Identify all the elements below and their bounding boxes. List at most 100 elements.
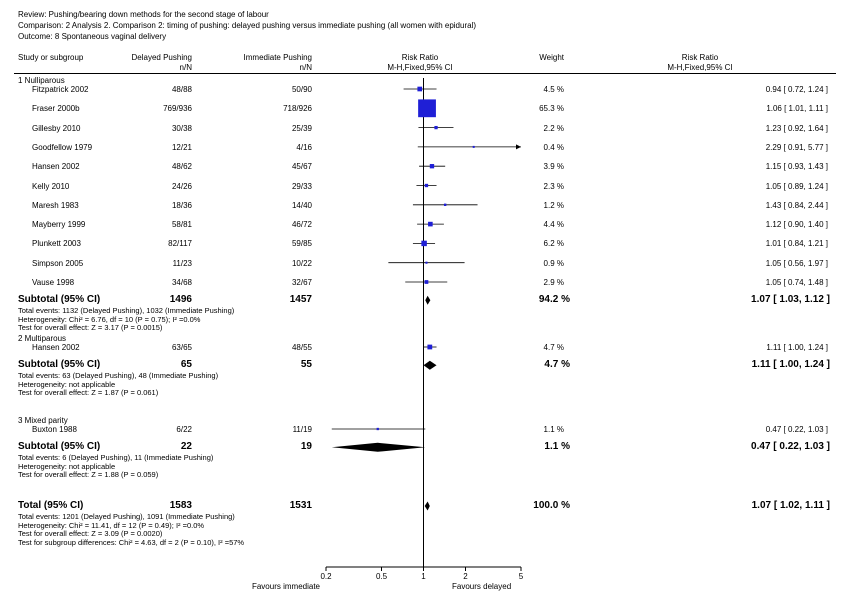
summary-diamond bbox=[331, 442, 426, 452]
summary-label: Subtotal (95% CI) bbox=[18, 359, 101, 371]
study-weight: 65.3 % bbox=[539, 104, 564, 114]
study-g2: 50/90 bbox=[291, 85, 312, 94]
study-ci: 1.12 [ 0.90, 1.40 ] bbox=[765, 220, 828, 230]
x-tick-label: 1 bbox=[421, 572, 426, 581]
study-ci: 1.05 [ 0.74, 1.48 ] bbox=[765, 278, 828, 287]
col-g1-sub: n/N bbox=[179, 63, 192, 72]
study-g2: 46/72 bbox=[291, 220, 312, 230]
summary-n1: 22 bbox=[180, 441, 192, 453]
summary-diamond bbox=[423, 360, 437, 370]
study-ci: 1.11 [ 1.00, 1.24 ] bbox=[766, 343, 828, 352]
study-ci: 1.43 [ 0.84, 2.44 ] bbox=[765, 200, 828, 210]
summary-n2: 19 bbox=[300, 441, 312, 453]
weight-square bbox=[421, 240, 427, 247]
ci-arrow bbox=[516, 144, 521, 150]
study-weight: 2.3 % bbox=[543, 181, 564, 191]
subgroup-note: Heterogeneity: not applicable bbox=[18, 379, 116, 389]
study-g2: 59/85 bbox=[291, 239, 312, 249]
study-name: Plunkett 2003 bbox=[32, 239, 81, 249]
study-g1: 30/38 bbox=[171, 123, 192, 133]
study-weight: 1.1 % bbox=[543, 425, 564, 434]
study-g2: 29/33 bbox=[291, 181, 312, 191]
weight-square bbox=[427, 344, 433, 350]
study-ci: 2.29 [ 0.91, 5.77 ] bbox=[765, 142, 828, 152]
weight-square bbox=[424, 280, 429, 284]
study-name: Hansen 2002 bbox=[32, 162, 80, 172]
study-g1: 82/117 bbox=[168, 239, 192, 249]
study-g1: 48/88 bbox=[171, 85, 192, 94]
study-weight: 2.2 % bbox=[543, 123, 564, 133]
study-ci: 1.01 [ 0.84, 1.21 ] bbox=[765, 239, 828, 249]
study-g1: 34/68 bbox=[171, 278, 192, 287]
col-g2-sub: n/N bbox=[299, 63, 312, 72]
weight-square bbox=[429, 164, 435, 169]
weight-square bbox=[434, 125, 438, 130]
summary-weight: 4.7 % bbox=[544, 359, 570, 371]
study-ci: 1.15 [ 0.93, 1.43 ] bbox=[765, 162, 828, 172]
summary-n2: 1457 bbox=[289, 294, 312, 306]
subgroup-note: Total events: 1132 (Delayed Pushing), 10… bbox=[18, 306, 235, 316]
study-g2: 45/67 bbox=[291, 162, 312, 172]
summary-ci: 1.11 [ 1.00, 1.24 ] bbox=[751, 359, 830, 371]
summary-diamond bbox=[425, 295, 431, 305]
col-rr2: Risk Ratio bbox=[681, 53, 719, 62]
total-note: Test for subgroup differences: Chi² = 4.… bbox=[18, 537, 245, 547]
study-g2: 11/19 bbox=[292, 425, 312, 434]
col-weight: Weight bbox=[539, 53, 564, 62]
study-name: Fraser 2000b bbox=[32, 104, 80, 114]
study-name: Buxton 1988 bbox=[32, 425, 77, 434]
study-g2: 14/40 bbox=[291, 200, 312, 210]
summary-label: Total (95% CI) bbox=[18, 500, 84, 511]
summary-label: Subtotal (95% CI) bbox=[18, 294, 101, 306]
weight-square bbox=[417, 86, 423, 92]
x-tick-label: 5 bbox=[518, 572, 524, 581]
study-g2: 10/22 bbox=[291, 258, 312, 268]
study-weight: 4.4 % bbox=[543, 220, 564, 230]
study-ci: 1.05 [ 0.89, 1.24 ] bbox=[765, 181, 828, 191]
weight-square bbox=[472, 145, 475, 148]
summary-ci: 0.47 [ 0.22, 1.03 ] bbox=[751, 441, 830, 453]
subgroup-note: Test for overall effect: Z = 1.88 (P = 0… bbox=[18, 470, 159, 480]
weight-square bbox=[418, 99, 436, 118]
summary-weight: 100.0 % bbox=[533, 500, 570, 511]
subgroup-note: Test for overall effect: Z = 1.87 (P = 0… bbox=[18, 388, 159, 398]
study-g1: 6/22 bbox=[176, 425, 192, 434]
study-weight: 0.4 % bbox=[543, 142, 564, 152]
study-g1: 24/26 bbox=[171, 181, 192, 191]
subgroup-note: Heterogeneity: not applicable bbox=[18, 461, 116, 471]
total-note: Total events: 1201 (Delayed Pushing), 10… bbox=[18, 512, 235, 521]
outcome-title: Outcome: 8 Spontaneous vaginal delivery bbox=[18, 32, 167, 41]
study-g1: 18/36 bbox=[171, 200, 192, 210]
weight-square bbox=[443, 203, 447, 207]
summary-label: Subtotal (95% CI) bbox=[18, 441, 101, 453]
subgroup-note: Total events: 63 (Delayed Pushing), 48 (… bbox=[18, 371, 219, 381]
study-weight: 3.9 % bbox=[543, 162, 564, 172]
axis-right-label: Favours delayed bbox=[452, 582, 512, 591]
study-g1: 12/21 bbox=[171, 142, 192, 152]
group-title: 2 Multiparous bbox=[18, 334, 67, 343]
subgroup-note: Total events: 6 (Delayed Pushing), 11 (I… bbox=[18, 453, 214, 463]
x-tick-label: 2 bbox=[463, 572, 468, 581]
col-rr2-sub: M-H,Fixed,95% CI bbox=[667, 63, 733, 72]
x-tick-label: 0.2 bbox=[320, 572, 332, 581]
summary-diamond bbox=[424, 501, 430, 511]
study-weight: 6.2 % bbox=[543, 239, 564, 249]
study-name: Maresh 1983 bbox=[32, 200, 79, 210]
summary-n1: 65 bbox=[180, 359, 192, 371]
col-study: Study or subgroup bbox=[18, 53, 84, 62]
summary-weight: 1.1 % bbox=[544, 441, 570, 453]
review-title: Review: Pushing/bearing down methods for… bbox=[18, 10, 269, 19]
weight-square bbox=[428, 221, 433, 227]
summary-weight: 94.2 % bbox=[538, 294, 570, 306]
summary-n2: 1531 bbox=[289, 500, 312, 511]
col-g1: Delayed Pushing bbox=[131, 53, 192, 62]
header-rule bbox=[14, 73, 836, 74]
comparison-title: Comparison: 2 Analysis 2. Comparison 2: … bbox=[18, 21, 477, 30]
study-ci: 1.23 [ 0.92, 1.64 ] bbox=[765, 123, 828, 133]
col-rr: Risk Ratio bbox=[401, 53, 439, 62]
study-weight: 4.5 % bbox=[543, 85, 564, 94]
study-weight: 0.9 % bbox=[543, 258, 564, 268]
weight-square bbox=[376, 427, 379, 431]
study-name: Fitzpatrick 2002 bbox=[32, 85, 89, 94]
